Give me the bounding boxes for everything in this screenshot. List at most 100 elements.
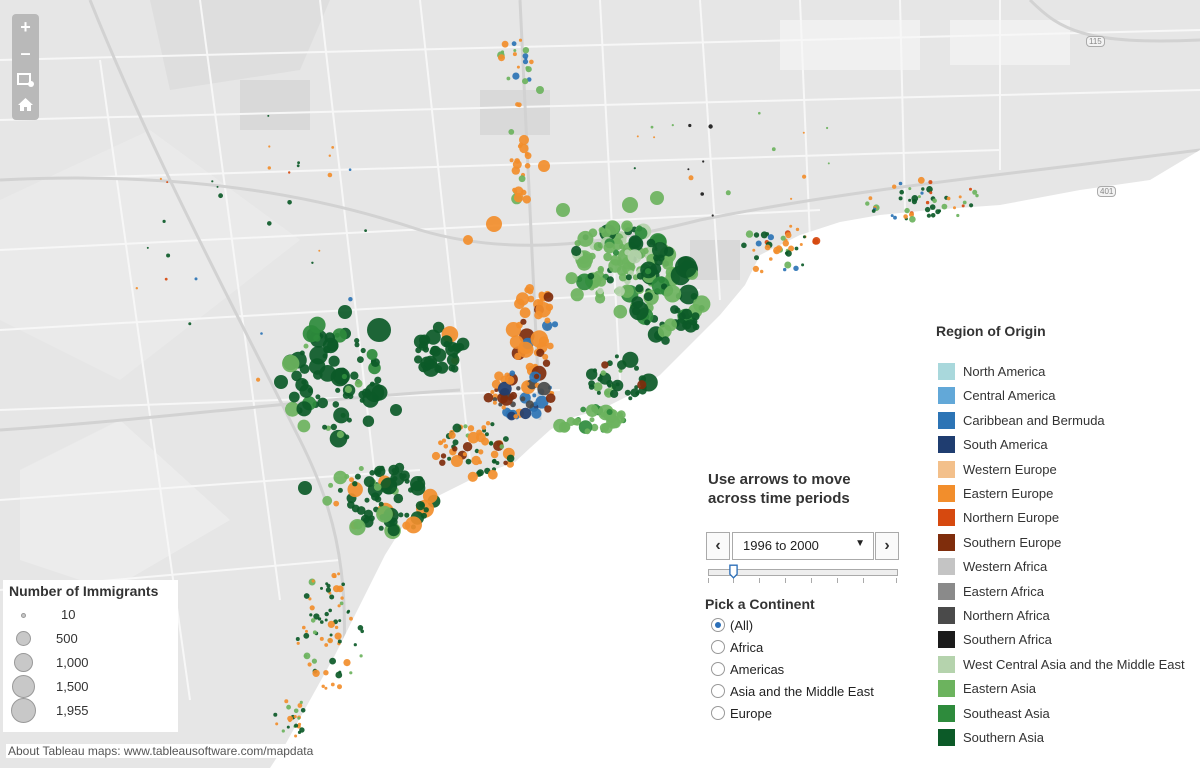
immigrant-dot[interactable] bbox=[542, 359, 551, 367]
immigrant-dot[interactable] bbox=[812, 237, 821, 245]
immigrant-dot[interactable] bbox=[422, 488, 438, 504]
immigrant-dot[interactable] bbox=[543, 292, 554, 302]
immigrant-dot[interactable] bbox=[166, 253, 171, 258]
immigrant-dot[interactable] bbox=[788, 245, 795, 252]
immigrant-dot[interactable] bbox=[908, 187, 912, 191]
immigrant-dot[interactable] bbox=[303, 343, 309, 349]
immigrant-dot[interactable] bbox=[675, 256, 697, 278]
immigrant-dot[interactable] bbox=[690, 293, 698, 300]
immigrant-dot[interactable] bbox=[935, 209, 941, 215]
immigrant-dot[interactable] bbox=[682, 320, 692, 330]
immigrant-dot[interactable] bbox=[506, 454, 515, 463]
immigrant-dot[interactable] bbox=[925, 200, 930, 205]
immigrant-dot[interactable] bbox=[281, 729, 285, 733]
immigrant-dot[interactable] bbox=[603, 252, 612, 262]
immigrant-dot[interactable] bbox=[308, 597, 312, 601]
immigrant-dot[interactable] bbox=[930, 213, 936, 218]
immigrant-dot[interactable] bbox=[926, 186, 933, 193]
immigrant-dot[interactable] bbox=[353, 643, 357, 647]
immigrant-dot[interactable] bbox=[527, 295, 535, 303]
immigrant-dot[interactable] bbox=[370, 358, 380, 367]
immigrant-dot[interactable] bbox=[520, 396, 526, 402]
immigrant-dot[interactable] bbox=[354, 379, 363, 388]
immigrant-dot[interactable] bbox=[755, 240, 762, 247]
immigrant-dot[interactable] bbox=[500, 50, 505, 54]
immigrant-dot[interactable] bbox=[826, 126, 829, 130]
immigrant-dot[interactable] bbox=[909, 216, 916, 223]
immigrant-dot[interactable] bbox=[646, 238, 656, 248]
immigrant-dot[interactable] bbox=[588, 384, 595, 390]
immigrant-dot[interactable] bbox=[773, 246, 781, 255]
immigrant-dot[interactable] bbox=[618, 273, 628, 282]
immigrant-dot[interactable] bbox=[893, 215, 897, 220]
immigrant-dot[interactable] bbox=[929, 204, 936, 210]
immigrant-dot[interactable] bbox=[447, 345, 455, 353]
immigrant-dot[interactable] bbox=[274, 375, 288, 389]
immigrant-dot[interactable] bbox=[522, 59, 529, 65]
immigrant-dot[interactable] bbox=[398, 512, 404, 518]
immigrant-dot[interactable] bbox=[495, 461, 500, 465]
immigrant-dot[interactable] bbox=[322, 424, 328, 430]
immigrant-dot[interactable] bbox=[452, 439, 459, 446]
immigrant-dot[interactable] bbox=[932, 198, 937, 204]
immigrant-dot[interactable] bbox=[463, 424, 468, 429]
immigrant-dot[interactable] bbox=[337, 487, 343, 493]
immigrant-dot[interactable] bbox=[520, 318, 527, 325]
immigrant-dot[interactable] bbox=[312, 669, 320, 677]
immigrant-dot[interactable] bbox=[593, 382, 603, 392]
immigrant-dot[interactable] bbox=[542, 353, 549, 360]
immigrant-dot[interactable] bbox=[494, 371, 504, 381]
immigrant-dot[interactable] bbox=[501, 40, 509, 48]
immigrant-dot[interactable] bbox=[958, 195, 962, 199]
immigrant-dot[interactable] bbox=[303, 654, 307, 658]
select-area-icon[interactable] bbox=[15, 69, 36, 90]
immigrant-dot[interactable] bbox=[596, 390, 601, 395]
immigrant-dot[interactable] bbox=[376, 467, 382, 473]
immigrant-dot[interactable] bbox=[516, 386, 521, 391]
immigrant-dot[interactable] bbox=[536, 348, 545, 357]
immigrant-dot[interactable] bbox=[450, 365, 459, 373]
immigrant-dot[interactable] bbox=[344, 434, 350, 440]
immigrant-dot[interactable] bbox=[871, 209, 876, 213]
immigrant-dot[interactable] bbox=[478, 449, 484, 455]
immigrant-dot[interactable] bbox=[490, 390, 495, 394]
immigrant-dot[interactable] bbox=[288, 171, 291, 174]
immigrant-dot[interactable] bbox=[782, 240, 789, 247]
immigrant-dot[interactable] bbox=[924, 206, 931, 213]
immigrant-dot[interactable] bbox=[434, 365, 443, 373]
immigrant-dot[interactable] bbox=[347, 393, 354, 400]
immigrant-dot[interactable] bbox=[364, 497, 370, 503]
immigrant-dot[interactable] bbox=[908, 198, 912, 202]
immigrant-dot[interactable] bbox=[890, 214, 894, 218]
immigrant-dot[interactable] bbox=[760, 269, 764, 274]
immigrant-dot[interactable] bbox=[166, 181, 169, 184]
immigrant-dot[interactable] bbox=[621, 220, 633, 232]
immigrant-dot[interactable] bbox=[530, 330, 548, 348]
immigrant-dot[interactable] bbox=[284, 699, 289, 704]
immigrant-dot[interactable] bbox=[317, 617, 322, 621]
immigrant-dot[interactable] bbox=[374, 376, 382, 384]
previous-period-button[interactable]: ‹ bbox=[706, 532, 730, 560]
immigrant-dot[interactable] bbox=[341, 373, 347, 380]
immigrant-dot[interactable] bbox=[614, 286, 625, 297]
immigrant-dot[interactable] bbox=[921, 187, 925, 191]
immigrant-dot[interactable] bbox=[597, 376, 603, 382]
immigrant-dot[interactable] bbox=[634, 365, 639, 371]
immigrant-dot[interactable] bbox=[663, 285, 682, 303]
immigrant-dot[interactable] bbox=[741, 242, 747, 249]
immigrant-dot[interactable] bbox=[487, 469, 498, 480]
immigrant-dot[interactable] bbox=[452, 446, 458, 452]
immigrant-dot[interactable] bbox=[556, 203, 570, 217]
immigrant-dot[interactable] bbox=[535, 395, 549, 409]
immigrant-dot[interactable] bbox=[441, 438, 447, 443]
immigrant-dot[interactable] bbox=[492, 397, 498, 402]
immigrant-dot[interactable] bbox=[499, 444, 505, 449]
immigrant-dot[interactable] bbox=[650, 191, 664, 205]
immigrant-dot[interactable] bbox=[267, 166, 271, 170]
immigrant-dot[interactable] bbox=[501, 405, 506, 410]
immigrant-dot[interactable] bbox=[531, 408, 542, 419]
immigrant-dot[interactable] bbox=[324, 686, 328, 690]
immigrant-dot[interactable] bbox=[313, 613, 320, 620]
immigrant-dot[interactable] bbox=[628, 235, 642, 249]
immigrant-dot[interactable] bbox=[431, 451, 441, 461]
